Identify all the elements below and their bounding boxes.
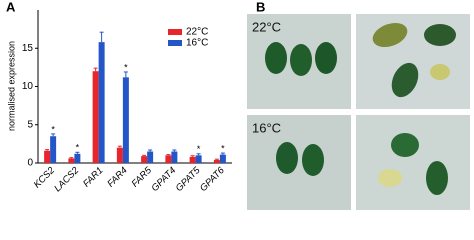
seed [424,24,456,46]
y-tick-label: 15 [22,43,34,54]
bar [171,151,178,163]
legend-swatch [168,29,182,35]
significance: * [197,144,201,154]
x-tick-label: GPAT6 [198,165,227,194]
significance: * [76,143,80,153]
photos: 22°C 16°C [247,14,470,210]
bar [50,136,57,163]
seed [391,62,419,98]
seed [315,42,337,74]
bar [122,77,129,163]
photo [247,115,351,210]
x-tick-label: GPAT4 [149,165,178,194]
y-tick-label: 0 [27,158,33,169]
bar [68,158,75,163]
x-tick-label: LACS2 [52,165,82,195]
bar [189,156,196,163]
photo-label: 22°C [252,19,281,34]
x-tick-label: FAR1 [81,165,105,189]
bar [74,153,81,163]
bar [213,159,220,163]
panel-label: B [256,0,265,14]
seed [290,44,312,76]
y-tick-label: 10 [22,81,34,92]
bar [92,71,99,163]
legend-label: 22°C [186,27,208,38]
photo-label: 16°C [252,120,281,135]
y-tick-label: 5 [27,119,33,130]
bar [44,150,51,163]
bar [165,155,172,163]
bar [195,155,202,163]
figure: A B normalised expression 22°C 16°C 0 5 10… [6,0,470,210]
seed [265,42,287,74]
x-tick-label: GPAT5 [174,165,203,194]
legend-label: 16°C [186,38,208,49]
seed [426,161,448,195]
seed [372,22,408,48]
x-tick-label: FAR4 [105,165,129,189]
seed [391,133,419,157]
bar [141,156,148,163]
seed [430,64,450,80]
seed [276,142,298,174]
photo [356,115,470,210]
bar [116,147,123,163]
seed [378,169,402,187]
significance: * [221,143,225,153]
bar [219,154,226,163]
page: A B normalised expression 22°C 16°C 0 5 10… [6,0,470,210]
significance: * [51,124,55,134]
legend-swatch [168,40,182,46]
significance: * [124,62,128,72]
bar [98,42,105,163]
y-axis-label: normalised expression [6,41,16,131]
photo [356,14,470,109]
bar [147,151,154,163]
panel-label: A [6,0,16,14]
seed [302,144,324,176]
